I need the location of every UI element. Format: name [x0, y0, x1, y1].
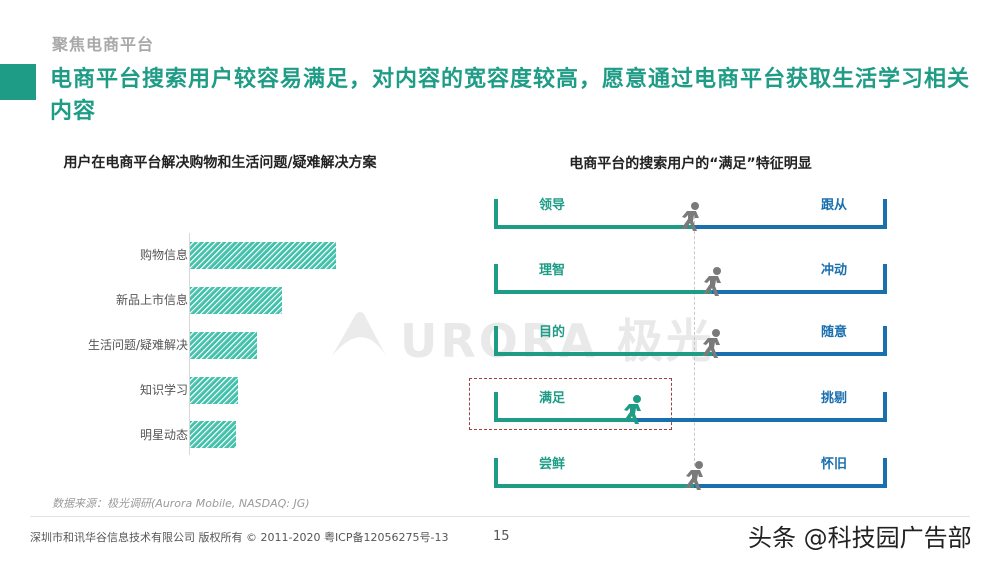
bar-label: 明星动态 — [139, 428, 188, 442]
left-cap — [494, 458, 498, 488]
aurora-logo-icon — [332, 312, 386, 356]
left-segment — [494, 418, 634, 422]
left-pole-label: 满足 — [539, 391, 566, 406]
runner-icon — [702, 329, 720, 358]
right-pole-label: 挑剔 — [820, 391, 847, 406]
left-segment — [494, 352, 712, 356]
bar-label: 知识学习 — [139, 383, 188, 397]
left-segment — [494, 290, 712, 294]
title-accent-bar — [0, 64, 36, 100]
left-segment — [494, 225, 692, 229]
left-chart-title: 用户在电商平台解决购物和生活问题/疑难解决方案 — [63, 155, 377, 171]
right-pole-label: 跟从 — [820, 198, 847, 213]
scale-row: 领导 跟从 — [494, 198, 887, 231]
page-number: 15 — [493, 529, 510, 544]
left-pole-label: 目的 — [539, 325, 566, 340]
bar-label: 生活问题/疑难解决 — [87, 338, 188, 352]
bar-celebrity-news — [190, 421, 236, 448]
right-cap — [883, 458, 887, 488]
scale-row: 理智 冲动 — [494, 263, 887, 296]
midline — [694, 206, 695, 466]
page-title: 电商平台搜索用户较容易满足，对内容的宽容度较高，愿意通过电商平台获取生活学习相关… — [50, 67, 971, 124]
runner-icon — [703, 267, 721, 296]
right-chart-title: 电商平台的搜索用户的“满足”特征明显 — [569, 156, 812, 172]
right-segment — [712, 352, 887, 356]
right-cap — [883, 199, 887, 229]
footer-copyright: 深圳市和讯华谷信息技术有限公司 版权所有 © 2011-2020 粤ICP备12… — [30, 531, 449, 544]
right-segment — [712, 290, 887, 294]
left-cap — [494, 264, 498, 294]
right-cap — [883, 326, 887, 356]
left-pole-label: 尝鲜 — [539, 457, 566, 472]
runner-icon — [681, 202, 699, 231]
bar-shopping-info — [190, 242, 336, 269]
left-cap — [494, 392, 498, 422]
scale-row: 目的 随意 — [494, 325, 887, 358]
watermark-text: URORA 极光 — [400, 314, 715, 368]
toutiao-watermark: 头条 @科技园广告部 — [748, 524, 972, 552]
right-pole-label: 怀旧 — [820, 457, 847, 472]
right-cap — [883, 264, 887, 294]
runner-highlight-icon — [623, 395, 641, 424]
section-tag: 聚焦电商平台 — [52, 35, 155, 54]
bar-label: 新品上市信息 — [115, 293, 188, 307]
footer-divider — [30, 516, 970, 517]
data-source: 数据来源：极光调研(Aurora Mobile, NASDAQ: JG) — [52, 497, 310, 510]
bar-life-problems — [190, 332, 257, 359]
highlight-box — [469, 378, 672, 430]
runner-icon — [685, 461, 703, 490]
right-segment — [634, 418, 887, 422]
left-segment — [494, 484, 694, 488]
bar-knowledge-learning — [190, 377, 238, 404]
scale-row: 尝鲜 怀旧 — [494, 457, 887, 490]
right-segment — [694, 484, 887, 488]
bar-label: 购物信息 — [139, 248, 188, 262]
bar-new-product-info — [190, 287, 282, 314]
right-cap — [883, 392, 887, 422]
right-pole-label: 冲动 — [820, 263, 847, 278]
right-pole-label: 随意 — [820, 325, 847, 340]
left-cap — [494, 326, 498, 356]
left-cap — [494, 199, 498, 229]
right-segment — [692, 225, 887, 229]
left-pole-label: 领导 — [539, 198, 566, 213]
left-pole-label: 理智 — [539, 263, 566, 278]
chart-axis — [189, 233, 190, 455]
scale-row-highlighted: 满足 挑剔 — [494, 391, 887, 424]
